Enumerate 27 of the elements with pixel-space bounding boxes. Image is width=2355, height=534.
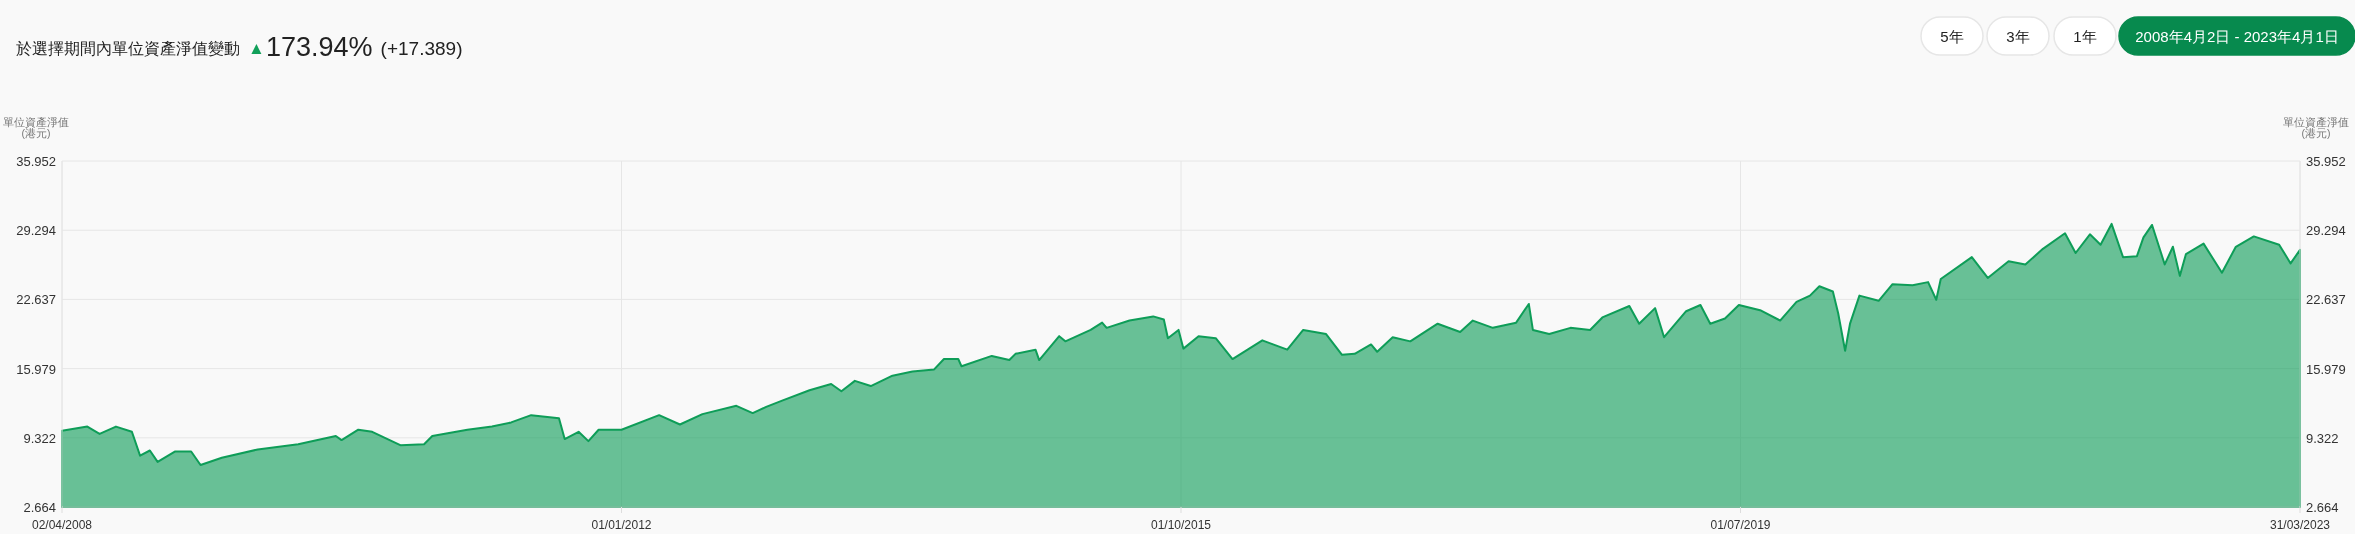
y-tick-label: 9.322 (23, 430, 56, 446)
y2-tick-label: 29.294 (2306, 222, 2346, 238)
y-tick-label: 35.952 (16, 153, 56, 169)
button: 1年 (2053, 16, 2117, 56)
y2-tick-label: 22.637 (2306, 291, 2346, 307)
y2-axis-title: 單位資產淨值 (港元) (2283, 116, 2349, 140)
y2-tick-label: 35.952 (2306, 153, 2346, 169)
y2-tick-label: 15.979 (2306, 361, 2346, 377)
text: (+17.389) (380, 38, 463, 59)
chart-title: 於選擇期間內單位資產淨值變動 (16, 40, 240, 57)
y2-tick-label: 2.664 (2306, 499, 2339, 515)
text: ▲ (248, 39, 265, 58)
x-tick-label: 31/03/2023 (2269, 518, 2331, 532)
button: 2008年4月2日 - 2023年4月1日 (2118, 16, 2355, 56)
x-tick-label: 01/10/2015 (1150, 518, 1212, 532)
y2-tick-label: 9.322 (2306, 430, 2339, 446)
y-axis-title: 單位資產淨值 (港元) (3, 116, 69, 140)
x-tick-label: 01/07/2019 (1710, 518, 1771, 532)
y-tick-label: 22.637 (16, 291, 56, 307)
x-tick-label: 02/04/2008 (31, 518, 93, 532)
text: 173.94% (266, 32, 373, 62)
button: 3年 (1986, 16, 2050, 56)
x-tick-label: 01/01/2012 (591, 518, 652, 532)
y-tick-label: 29.294 (16, 222, 56, 238)
y-tick-label: 2.664 (23, 499, 56, 515)
y-tick-label: 15.979 (16, 361, 56, 377)
button: 5年 (1920, 16, 1984, 56)
